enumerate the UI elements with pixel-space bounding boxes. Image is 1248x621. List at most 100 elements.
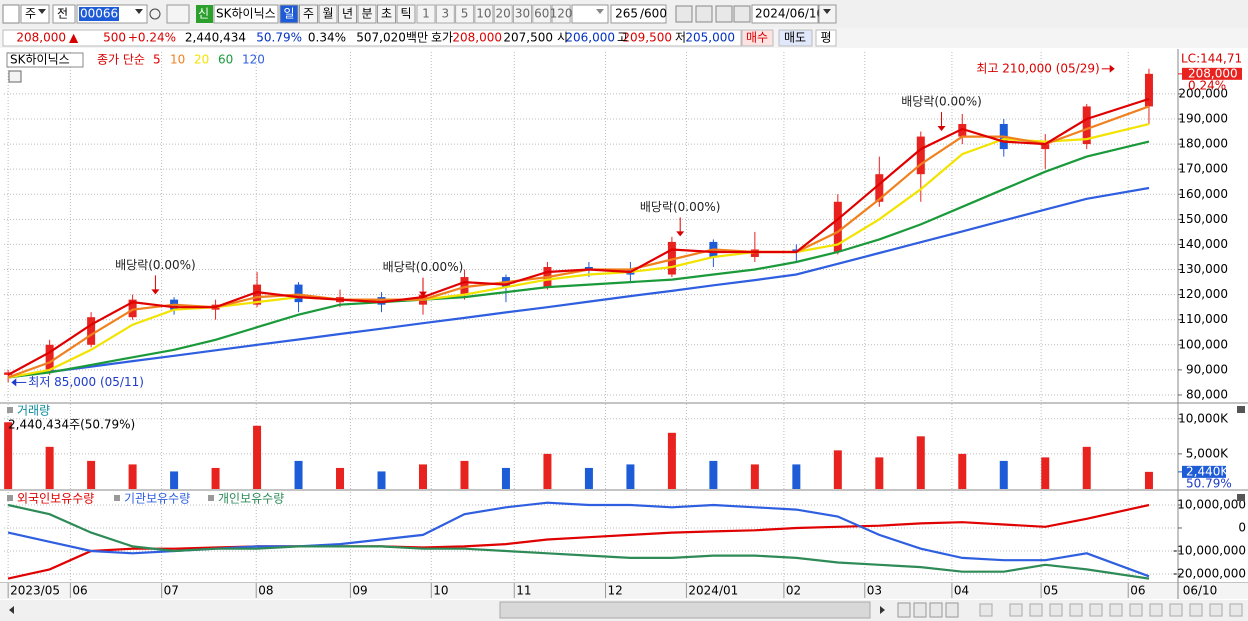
last-volume-box: [1182, 465, 1226, 478]
period-button[interactable]: [396, 4, 416, 24]
period-button[interactable]: [338, 4, 357, 24]
y-tick-label: 10,000K: [1178, 411, 1229, 425]
interval-label[interactable]: 120: [550, 7, 573, 21]
interval-button[interactable]: [474, 4, 494, 24]
legend-entry: 120: [242, 53, 265, 67]
tool-button[interactable]: [1009, 603, 1023, 617]
candle-body: [667, 241, 676, 275]
new-badge: [196, 5, 213, 23]
label[interactable]: 매도: [784, 31, 806, 45]
interval-label[interactable]: 60: [534, 7, 549, 21]
menu-button[interactable]: [2, 4, 20, 24]
legend-swatch: [114, 495, 120, 501]
tool-button[interactable]: [1169, 603, 1183, 617]
interval-button[interactable]: [551, 4, 571, 24]
volume-bar: [916, 436, 925, 489]
period-button[interactable]: [279, 4, 299, 24]
interval-button[interactable]: [416, 4, 436, 24]
candle-body: [128, 299, 137, 318]
interval-button[interactable]: [435, 4, 455, 24]
candle-body: [1082, 106, 1091, 145]
legend-entry: 10: [170, 53, 185, 67]
interval-button[interactable]: [455, 4, 475, 24]
label: 208,000: [16, 31, 66, 45]
period-button[interactable]: [318, 4, 338, 24]
y-tick-label: 170,000: [1178, 162, 1228, 176]
sell-button[interactable]: [778, 29, 813, 47]
volume-bar: [875, 457, 884, 489]
interval-label[interactable]: 5: [461, 7, 469, 21]
tool-button[interactable]: [1089, 603, 1103, 617]
table-icon[interactable]: [8, 70, 22, 83]
interval-label[interactable]: 20: [496, 7, 511, 21]
period-label[interactable]: 년: [342, 7, 353, 21]
tool-button[interactable]: [1049, 603, 1063, 617]
tool-button[interactable]: [1109, 603, 1123, 617]
series-line: [7, 186, 1150, 379]
label: +0.24%: [128, 31, 176, 45]
tool-icon[interactable]: [695, 5, 713, 23]
y-tick-label: 90,000: [1186, 362, 1228, 376]
avg-button[interactable]: [815, 29, 837, 47]
interval-button[interactable]: [493, 4, 513, 24]
prev-button[interactable]: [52, 4, 76, 24]
period-button[interactable]: [357, 4, 377, 24]
period-label[interactable]: 주: [303, 7, 314, 21]
nav-button[interactable]: [913, 602, 927, 618]
candle-body: [87, 317, 96, 345]
period-button[interactable]: [377, 4, 396, 24]
tool-button[interactable]: [1189, 603, 1203, 617]
interval-button[interactable]: [513, 4, 532, 24]
panel-button[interactable]: [1237, 406, 1245, 413]
interval-label[interactable]: 1: [422, 7, 430, 21]
tool-button[interactable]: [1209, 603, 1223, 617]
nav-button[interactable]: [929, 602, 943, 618]
interval-select[interactable]: [571, 4, 609, 24]
buy-button[interactable]: [741, 29, 774, 47]
period-label[interactable]: 일: [283, 7, 294, 21]
interval-button[interactable]: [532, 4, 552, 24]
label[interactable]: 평: [820, 31, 831, 45]
period-label[interactable]: 월: [322, 7, 333, 21]
interval-label[interactable]: 30: [515, 7, 530, 21]
x-tick-label: 06: [1130, 584, 1145, 598]
sound-button[interactable]: [166, 4, 190, 24]
volume-bar: [336, 467, 345, 489]
tool-icon[interactable]: [675, 5, 693, 23]
volume-bar: [501, 467, 510, 489]
tool-button[interactable]: [1129, 603, 1143, 617]
y-tick-label: 190,000: [1178, 111, 1228, 125]
label: 호가: [431, 31, 453, 45]
y-tick-label: 160,000: [1178, 187, 1228, 201]
x-tick-label: 02: [786, 584, 801, 598]
count-box: [610, 4, 667, 24]
search-icon[interactable]: [149, 8, 161, 20]
tool-button[interactable]: [1229, 603, 1243, 617]
y-tick-label: 150,000: [1178, 212, 1228, 226]
tool-icon[interactable]: [733, 5, 751, 23]
tool-button[interactable]: [1149, 603, 1163, 617]
interval-label[interactable]: 3: [441, 7, 449, 21]
y-tick-label: 120,000: [1178, 287, 1228, 301]
tool-button[interactable]: [979, 603, 993, 617]
nav-button[interactable]: [945, 602, 959, 618]
interval-label[interactable]: 10: [476, 7, 491, 21]
date-box: [751, 4, 819, 24]
nav-button[interactable]: [897, 602, 911, 618]
period-label[interactable]: 초: [381, 7, 392, 21]
scroll-thumb[interactable]: [499, 601, 871, 619]
tool-button[interactable]: [1069, 603, 1083, 617]
period-button[interactable]: [299, 4, 318, 24]
date-dropdown[interactable]: [818, 4, 837, 24]
period-label[interactable]: 분: [361, 7, 372, 21]
legend-swatch: [7, 495, 13, 501]
tool-button[interactable]: [1029, 603, 1043, 617]
label[interactable]: 매수: [746, 31, 768, 45]
y-tick-label: 180,000: [1178, 137, 1228, 151]
volume-bar: [4, 422, 13, 489]
panel-button[interactable]: [1237, 494, 1245, 501]
y-tick-label: 80,000: [1186, 387, 1228, 401]
period-label[interactable]: 틱: [400, 7, 411, 21]
volume-bar: [211, 467, 220, 489]
tool-icon[interactable]: [715, 5, 733, 23]
